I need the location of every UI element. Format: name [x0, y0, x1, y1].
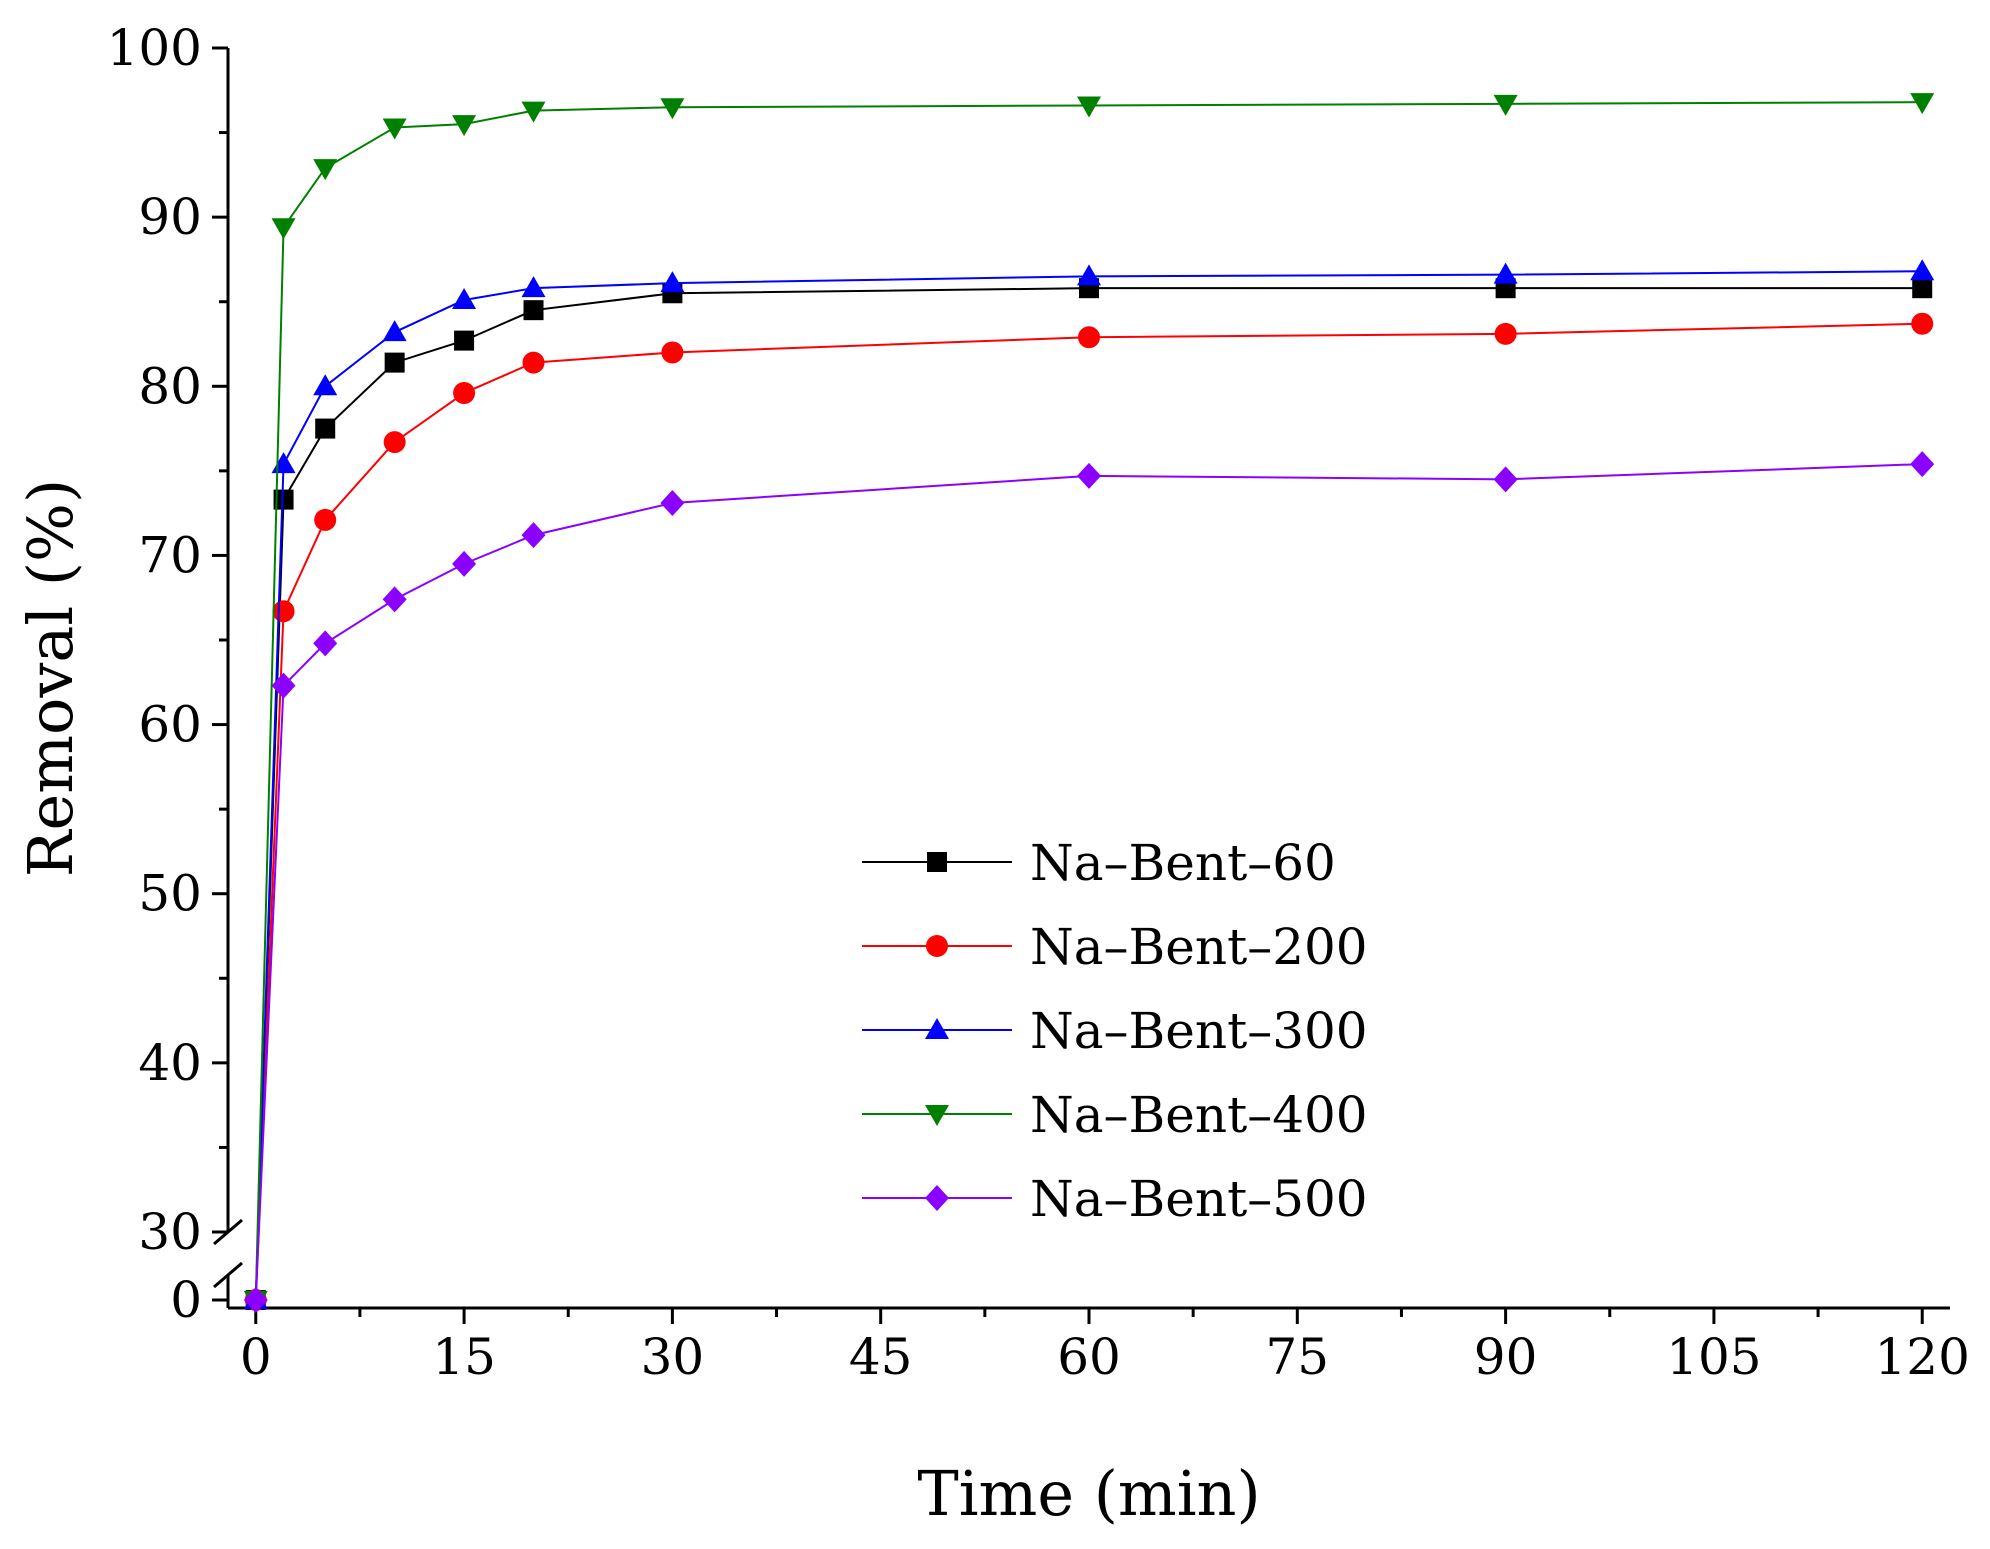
legend-entry-3: Na–Bent–300 [862, 1002, 1368, 1060]
y-tick-label: 80 [138, 357, 202, 415]
series-line [254, 322, 1923, 1301]
y-axis-title: Removal (%) [14, 479, 87, 877]
data-point [315, 418, 336, 439]
series-line [254, 101, 1923, 1301]
x-tick-label: 120 [1875, 1328, 1970, 1386]
series-1 [245, 278, 1933, 1310]
data-point [1077, 96, 1101, 118]
data-point [384, 352, 405, 373]
data-point [452, 115, 477, 137]
data-point [243, 1287, 268, 1313]
x-tick-label: 105 [1666, 1328, 1761, 1386]
series-2 [244, 312, 1934, 1311]
y-tick-label: 40 [138, 1034, 202, 1092]
x-tick-label: 90 [1474, 1328, 1538, 1386]
series-line [254, 463, 1923, 1301]
legend-label: Na–Bent–300 [1030, 1002, 1368, 1060]
data-point [1911, 312, 1934, 335]
x-axis-title: Time (min) [917, 1457, 1260, 1530]
legend-entry-2: Na–Bent–200 [862, 918, 1368, 976]
data-point [660, 489, 685, 516]
axes: 0 15 30 45 60 75 90 105 120 0 30 40 50 60 70 80 90 100 [107, 19, 1970, 1386]
y-tick-label: 0 [170, 1271, 202, 1329]
series-5 [243, 451, 1935, 1313]
y-tick-label: 60 [138, 696, 202, 754]
y-tick-label: 30 [138, 1203, 202, 1261]
data-point [523, 300, 544, 321]
x-tick-label: 75 [1265, 1328, 1329, 1386]
data-point [1910, 259, 1935, 281]
x-tick-label: 15 [432, 1328, 496, 1386]
data-point [453, 382, 476, 405]
data-point [313, 630, 338, 657]
data-point [521, 276, 546, 298]
data-point [660, 271, 685, 293]
y-tick-label: 90 [138, 188, 202, 246]
data-point [1910, 451, 1935, 478]
y-tick-label: 100 [107, 19, 202, 77]
legend-label: Na–Bent–200 [1030, 918, 1368, 976]
data-point [271, 218, 296, 240]
x-tick-label: 45 [849, 1328, 913, 1386]
series-3 [243, 259, 1935, 1309]
data-point [1493, 466, 1518, 493]
legend-label: Na–Bent–60 [1030, 834, 1336, 892]
legend: Na–Bent–60 Na–Bent–200 Na–Bent–300 Na–Bent–… [862, 834, 1368, 1228]
data-point [383, 431, 406, 454]
legend-swatch-marker [925, 1185, 949, 1211]
data-point [660, 98, 685, 120]
series-4 [243, 93, 1935, 1312]
x-tick-label: 60 [1057, 1328, 1121, 1386]
legend-swatch-marker [925, 1018, 949, 1039]
legend-label: Na–Bent–400 [1030, 1086, 1368, 1144]
series-line [254, 287, 1923, 1301]
data-point [1078, 326, 1100, 349]
legend-entry-4: Na–Bent–400 [862, 1086, 1368, 1144]
data-point [1910, 93, 1935, 115]
data-point [313, 159, 338, 181]
data-point [382, 320, 407, 342]
y-tick-label: 50 [138, 865, 202, 923]
data-point [1077, 462, 1101, 489]
data-point [454, 330, 475, 351]
data-point [382, 118, 407, 140]
legend-label: Na–Bent–500 [1030, 1170, 1368, 1228]
data-point [1493, 262, 1518, 284]
data-point [522, 351, 545, 374]
series-line [254, 270, 1923, 1301]
data-point [1494, 322, 1517, 345]
data-point [272, 600, 295, 623]
data-point [1493, 94, 1518, 116]
y-tick-label: 70 [138, 526, 202, 584]
legend-swatch-marker [925, 1105, 949, 1126]
data-point [273, 489, 294, 510]
data-point [271, 672, 296, 699]
data-point [521, 522, 546, 549]
legend-entry-1: Na–Bent–60 [862, 834, 1336, 892]
data-point [452, 550, 477, 577]
data-point [661, 341, 684, 364]
data-point [1077, 264, 1101, 286]
data-point [521, 101, 546, 123]
series-layer [243, 93, 1935, 1313]
data-point [382, 586, 407, 613]
x-tick-label: 0 [240, 1328, 272, 1386]
legend-entry-5: Na–Bent–500 [862, 1170, 1368, 1228]
data-point [314, 508, 337, 531]
data-point [452, 288, 477, 310]
legend-swatch-marker [926, 935, 948, 957]
data-point [313, 374, 338, 396]
x-tick-label: 30 [641, 1328, 705, 1386]
data-point [271, 452, 296, 474]
y-axis-break-mark [213, 1261, 243, 1289]
legend-swatch-marker [927, 852, 947, 872]
data-point [1912, 278, 1933, 299]
